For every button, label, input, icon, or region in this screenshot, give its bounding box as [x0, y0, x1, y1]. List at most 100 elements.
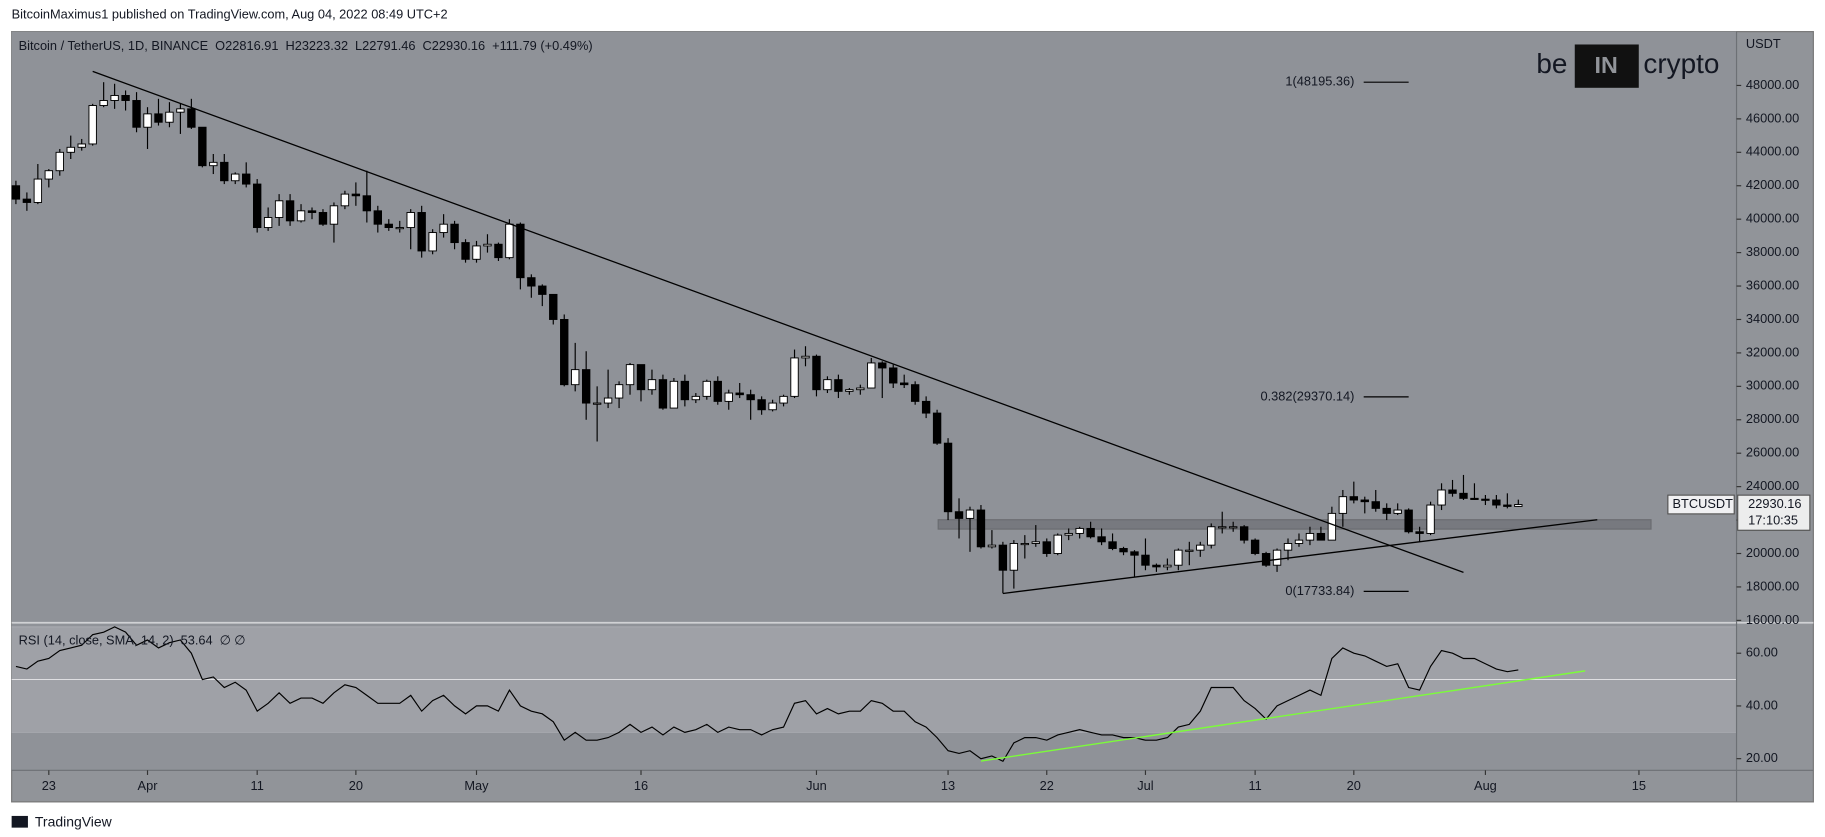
candle-body [856, 387, 865, 391]
candle-body [735, 392, 744, 396]
candle-body [1228, 526, 1238, 529]
candle-body [165, 111, 174, 123]
candle-body [11, 185, 21, 200]
y-tick-label: 18000.00 [1746, 578, 1799, 593]
x-tick-label: 11 [1248, 778, 1261, 793]
legend-item: 23223.32 [295, 38, 348, 53]
candle-body [33, 178, 43, 203]
candle-body [943, 442, 953, 513]
y-tick-label: 24000.00 [1746, 478, 1799, 493]
y-tick-label: 20000.00 [1746, 545, 1799, 560]
candle-body [1316, 532, 1326, 541]
y-tick-label: 30000.00 [1746, 378, 1799, 393]
y-tick-label: 28000.00 [1746, 411, 1799, 426]
footer-logo: TradingView [11, 814, 113, 830]
rsi-tick-label: 20.00 [1746, 750, 1778, 765]
y-tick-label: 40000.00 [1746, 211, 1799, 226]
y-tick-label: 34000.00 [1746, 311, 1799, 326]
x-tick-label: Jul [1137, 778, 1153, 793]
rsi-tick-label: 60.00 [1746, 645, 1778, 660]
legend-item: L [355, 38, 362, 53]
candle-body [614, 384, 624, 399]
candle-body [1459, 492, 1468, 499]
candle-body [209, 161, 218, 167]
y-tick-label: 44000.00 [1746, 144, 1799, 159]
rsi-legend: RSI (14, close, SMA, 14, 2) 53.64 ∅ ∅ [19, 633, 246, 648]
candle-body [801, 355, 810, 359]
legend: Bitcoin / TetherUS, 1D, BINANCE O22816.91… [19, 38, 593, 53]
candle-body [669, 380, 679, 409]
candle-body [1448, 489, 1457, 494]
candle-body [1503, 504, 1512, 507]
candle-body [1239, 526, 1249, 541]
candle-body [231, 173, 240, 182]
candle-body [373, 210, 382, 225]
y-tick-label: 48000.00 [1746, 77, 1799, 92]
candle-body [461, 242, 470, 260]
candle-body [987, 544, 997, 548]
candle-body [625, 364, 635, 386]
fib-label: 0(17733.84) [1285, 583, 1354, 598]
candle-body [812, 355, 821, 391]
candle-body [1437, 489, 1446, 506]
candle-body [307, 210, 317, 213]
candle-body [1514, 504, 1523, 507]
candle-body [22, 198, 32, 203]
candle-body [88, 105, 97, 145]
currency-label: USDT [1746, 36, 1781, 51]
candle-body [1218, 526, 1227, 529]
candle-body [1163, 564, 1172, 568]
candle-body [790, 357, 799, 397]
candle-body [1207, 526, 1216, 546]
candle-body [1053, 534, 1062, 554]
candle-body [932, 412, 942, 444]
candle-body [823, 379, 832, 391]
candle-body [1108, 541, 1117, 549]
candle-body [1009, 543, 1019, 571]
price-panel [11, 31, 1737, 623]
candle-body [1360, 499, 1369, 503]
candle-body [658, 379, 668, 409]
candle-body [757, 399, 766, 411]
candle-body [439, 223, 448, 234]
candle-body [1404, 509, 1413, 533]
candle-body [581, 369, 591, 404]
candle-body [592, 402, 602, 405]
trendline [1002, 519, 1598, 595]
legend-item: 22791.46 [362, 38, 415, 53]
y-tick-label: 46000.00 [1746, 110, 1799, 125]
candle-body [549, 293, 558, 320]
legend-item: C [423, 38, 432, 53]
candle-body [1371, 501, 1380, 509]
x-tick-label: 23 [42, 778, 56, 793]
candle-body [1042, 541, 1051, 554]
y-tick-label: 26000.00 [1746, 445, 1799, 460]
candle-body [329, 205, 339, 225]
logo-crypto: crypto [1643, 48, 1719, 79]
candle-body [351, 193, 361, 197]
candle-body [900, 382, 909, 386]
x-tick-label: 13 [941, 778, 955, 793]
rsi-trendline [980, 670, 1586, 762]
candle-body [132, 100, 141, 128]
candle-body [1305, 532, 1315, 541]
candle-body [99, 100, 108, 106]
x-tick-label: 15 [1632, 778, 1646, 793]
x-tick-label: Apr [138, 778, 159, 793]
candle-body [274, 200, 284, 218]
candle-body [538, 285, 547, 295]
y-tick-label: 42000.00 [1746, 177, 1799, 192]
candle-body [1426, 504, 1435, 534]
candle-body [252, 183, 262, 229]
x-tick-label: 22 [1040, 778, 1054, 793]
candle-body [176, 108, 185, 113]
candle-body [768, 402, 777, 411]
y-tick-label: 36000.00 [1746, 277, 1799, 292]
publisher: BitcoinMaximus1 published on TradingView… [12, 7, 448, 22]
x-tick-label: May [464, 778, 489, 793]
candle-body [1492, 499, 1501, 506]
candle-body [1064, 532, 1073, 536]
rsi-legend-item: ∅ ∅ [220, 633, 246, 648]
legend-item: O [215, 38, 225, 53]
candle-body [1393, 509, 1402, 514]
